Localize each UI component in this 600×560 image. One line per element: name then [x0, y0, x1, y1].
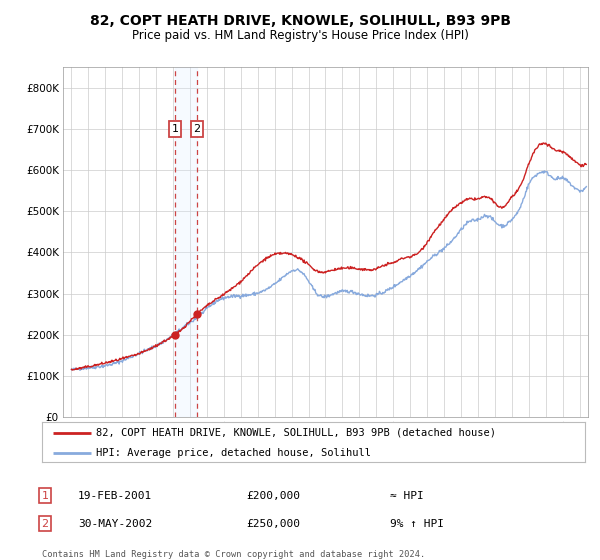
Text: HPI: Average price, detached house, Solihull: HPI: Average price, detached house, Soli…: [97, 448, 371, 458]
Text: Contains HM Land Registry data © Crown copyright and database right 2024.
This d: Contains HM Land Registry data © Crown c…: [42, 550, 425, 560]
Text: 19-FEB-2001: 19-FEB-2001: [78, 491, 152, 501]
Text: ≈ HPI: ≈ HPI: [390, 491, 424, 501]
Bar: [175, 67, 197, 417]
Text: 1: 1: [41, 491, 49, 501]
Text: 2: 2: [193, 124, 200, 134]
Text: £250,000: £250,000: [246, 519, 300, 529]
Text: 82, COPT HEATH DRIVE, KNOWLE, SOLIHULL, B93 9PB: 82, COPT HEATH DRIVE, KNOWLE, SOLIHULL, …: [89, 14, 511, 28]
Text: Price paid vs. HM Land Registry's House Price Index (HPI): Price paid vs. HM Land Registry's House …: [131, 29, 469, 42]
Text: 2: 2: [41, 519, 49, 529]
Text: £200,000: £200,000: [246, 491, 300, 501]
Text: 9% ↑ HPI: 9% ↑ HPI: [390, 519, 444, 529]
Text: 30-MAY-2002: 30-MAY-2002: [78, 519, 152, 529]
Text: 1: 1: [172, 124, 179, 134]
Text: 82, COPT HEATH DRIVE, KNOWLE, SOLIHULL, B93 9PB (detached house): 82, COPT HEATH DRIVE, KNOWLE, SOLIHULL, …: [97, 428, 496, 438]
